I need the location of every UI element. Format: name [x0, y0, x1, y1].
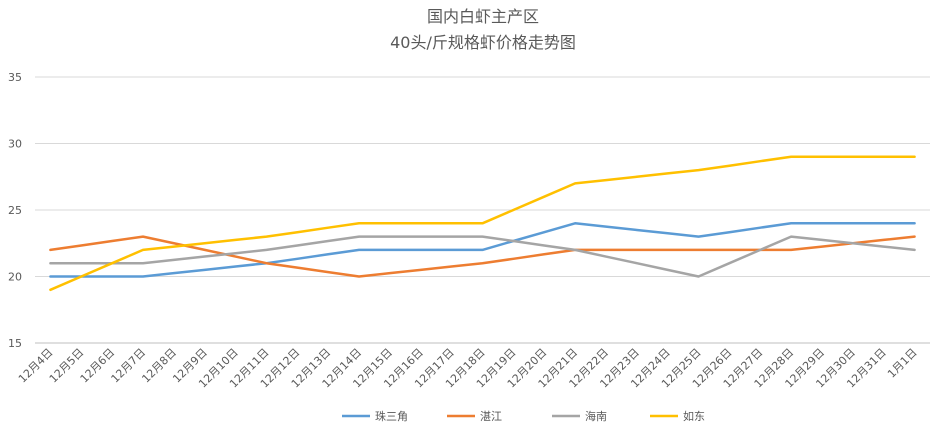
y-tick-label: 35	[8, 71, 22, 84]
legend-label: 海南	[585, 409, 607, 423]
y-tick-label: 20	[8, 271, 22, 284]
legend-label: 如东	[683, 409, 705, 423]
series-line	[49, 155, 916, 292]
y-tick-label: 15	[8, 337, 22, 350]
series-line	[49, 222, 916, 278]
y-tick-label: 25	[8, 204, 22, 217]
chart-title: 国内白虾主产区	[427, 7, 539, 26]
legend-label: 珠三角	[375, 409, 408, 423]
legend-label: 湛江	[480, 410, 502, 423]
series-line	[49, 235, 916, 278]
series-line	[49, 235, 916, 278]
x-tick-label: 1月1日	[885, 346, 920, 381]
y-tick-label: 30	[8, 138, 22, 151]
chart-subtitle: 40头/斤规格虾价格走势图	[390, 33, 576, 52]
